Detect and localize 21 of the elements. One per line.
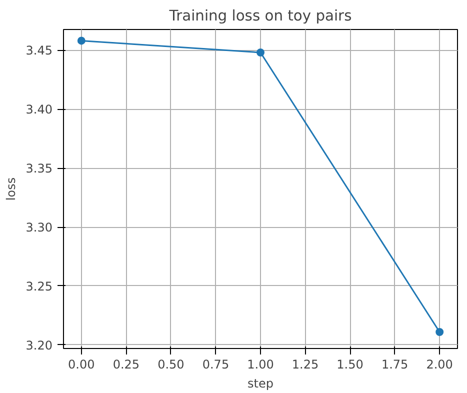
x-tick-label: 2.00 [426,358,453,372]
y-tick-label: 3.35 [26,162,52,176]
y-axis-title: loss [4,177,18,201]
y-tick-label: 3.25 [26,279,52,294]
x-tick-label: 0.00 [68,358,95,372]
point [436,328,444,336]
x-tick-label: 0.75 [202,358,230,372]
x-tick-label: 0.25 [112,358,140,372]
x-tick-label: 1.25 [292,358,319,372]
x-tick-label: 1.00 [247,358,274,372]
y-tick-label: 3.45 [26,44,52,58]
y-tick-label: 3.30 [26,220,52,235]
x-tick-label: 0.50 [158,358,184,372]
point [77,36,86,45]
x-tick-label: 1.50 [336,358,364,372]
x-axis-title: step [248,376,274,390]
y-tick-label: 3.20 [26,338,52,352]
x-tick-label: 1.75 [381,358,408,372]
chart-title: Training loss on toy pairs [168,8,352,24]
point [256,48,264,56]
y-tick-label: 3.40 [26,102,52,117]
